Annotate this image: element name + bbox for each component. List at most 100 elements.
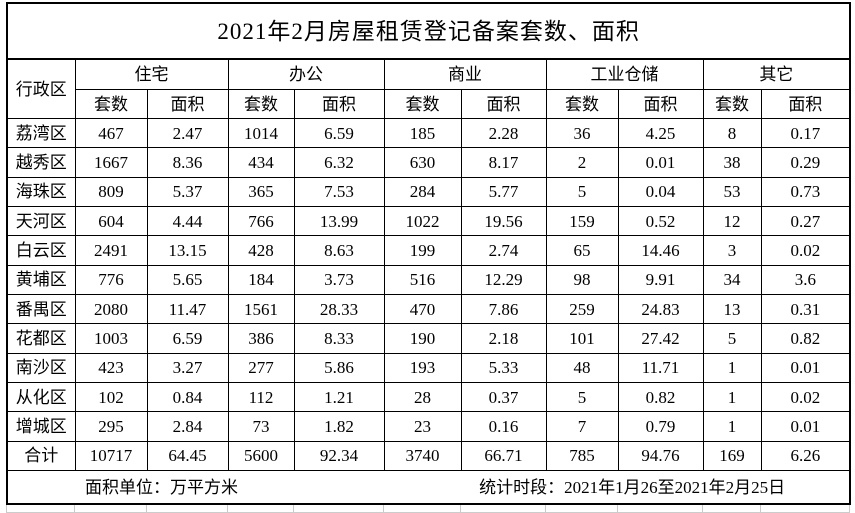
- commercial-units-cell: 516: [383, 264, 462, 295]
- footer-row: 面积单位：万平方米 统计时段：2021年1月26至2021年2月25日: [6, 470, 851, 505]
- other-units-cell: 34: [702, 264, 762, 295]
- other-units-cell: 3: [702, 235, 762, 266]
- gridline-tick: [460, 505, 461, 512]
- column-subheader: 套数: [74, 89, 148, 119]
- column-subheader: 面积: [760, 89, 851, 119]
- gridline-tick: [545, 505, 546, 512]
- gridline-tick: [849, 505, 850, 512]
- table-row: 白云区 2491 13.15 428 8.63 199 2.74 65 14.4…: [6, 235, 851, 266]
- office-area-cell: 13.99: [293, 205, 385, 237]
- office-units-cell: 386: [227, 323, 295, 354]
- residential-units-cell: 809: [74, 176, 148, 207]
- industrial-area-cell: 14.46: [617, 235, 704, 266]
- residential-units-cell: 102: [74, 381, 148, 413]
- gridline-tick: [6, 505, 7, 512]
- industrial-units-cell: 785: [545, 440, 619, 472]
- column-header-district: 行政区: [6, 58, 76, 119]
- residential-units-cell: 604: [74, 205, 148, 237]
- column-subheader: 套数: [383, 89, 462, 119]
- district-cell: 越秀区: [6, 147, 76, 178]
- office-units-cell: 277: [227, 352, 295, 383]
- commercial-units-cell: 1022: [383, 205, 462, 237]
- office-units-cell: 365: [227, 176, 295, 207]
- district-cell: 海珠区: [6, 176, 76, 207]
- office-area-cell: 1.82: [293, 411, 385, 442]
- industrial-units-cell: 5: [545, 176, 619, 207]
- column-subheader: 套数: [545, 89, 619, 119]
- other-units-cell: 8: [702, 117, 762, 149]
- area-unit-note: 面积单位：万平方米: [85, 477, 238, 497]
- other-units-cell: 13: [702, 293, 762, 325]
- gridline-tick: [617, 505, 618, 512]
- commercial-units-cell: 23: [383, 411, 462, 442]
- table-title: 2021年2月房屋租赁登记备案套数、面积: [6, 2, 851, 60]
- commercial-area-cell: 0.37: [460, 381, 547, 413]
- table-row: 黄埔区 776 5.65 184 3.73 516 12.29 98 9.91 …: [6, 264, 851, 295]
- commercial-units-cell: 193: [383, 352, 462, 383]
- column-subheader: 面积: [460, 89, 547, 119]
- other-area-cell: 0.01: [760, 352, 851, 383]
- district-cell: 从化区: [6, 381, 76, 413]
- residential-units-cell: 2491: [74, 235, 148, 266]
- residential-area-cell: 8.36: [146, 147, 229, 178]
- other-area-cell: 6.26: [760, 440, 851, 472]
- industrial-units-cell: 159: [545, 205, 619, 237]
- office-area-cell: 6.59: [293, 117, 385, 149]
- office-units-cell: 5600: [227, 440, 295, 472]
- commercial-area-cell: 12.29: [460, 264, 547, 295]
- district-cell: 天河区: [6, 205, 76, 237]
- industrial-area-cell: 0.04: [617, 176, 704, 207]
- column-subheader: 面积: [293, 89, 385, 119]
- office-units-cell: 766: [227, 205, 295, 237]
- other-units-cell: 1: [702, 381, 762, 413]
- table-row: 增城区 295 2.84 73 1.82 23 0.16 7 0.79 1 0.…: [6, 411, 851, 442]
- table-row: 合计 10717 64.45 5600 92.34 3740 66.71 785…: [6, 440, 851, 472]
- industrial-units-cell: 259: [545, 293, 619, 325]
- office-units-cell: 1014: [227, 117, 295, 149]
- office-area-cell: 3.73: [293, 264, 385, 295]
- commercial-area-cell: 7.86: [460, 293, 547, 325]
- table-row: 南沙区 423 3.27 277 5.86 193 5.33 48 11.71 …: [6, 352, 851, 383]
- table-body: 荔湾区 467 2.47 1014 6.59 185 2.28 36 4.25 …: [6, 117, 851, 505]
- commercial-area-cell: 2.28: [460, 117, 547, 149]
- column-subheader: 套数: [702, 89, 762, 119]
- office-area-cell: 1.21: [293, 381, 385, 413]
- other-area-cell: 0.02: [760, 235, 851, 266]
- district-cell: 南沙区: [6, 352, 76, 383]
- residential-area-cell: 5.37: [146, 176, 229, 207]
- residential-area-cell: 5.65: [146, 264, 229, 295]
- office-area-cell: 6.32: [293, 147, 385, 178]
- commercial-area-cell: 2.74: [460, 235, 547, 266]
- residential-area-cell: 2.47: [146, 117, 229, 149]
- commercial-area-cell: 8.17: [460, 147, 547, 178]
- column-group-header: 住宅: [74, 58, 229, 90]
- gridline-tick: [74, 505, 75, 512]
- industrial-units-cell: 7: [545, 411, 619, 442]
- residential-units-cell: 10717: [74, 440, 148, 472]
- residential-area-cell: 11.47: [146, 293, 229, 325]
- gridline-tick: [383, 505, 384, 512]
- industrial-area-cell: 0.01: [617, 147, 704, 178]
- district-cell: 花都区: [6, 323, 76, 354]
- other-units-cell: 38: [702, 147, 762, 178]
- commercial-units-cell: 3740: [383, 440, 462, 472]
- other-units-cell: 53: [702, 176, 762, 207]
- column-subheader: 套数: [227, 89, 295, 119]
- residential-units-cell: 1003: [74, 323, 148, 354]
- district-cell: 合计: [6, 440, 76, 472]
- other-units-cell: 12: [702, 205, 762, 237]
- column-subheader: 面积: [146, 89, 229, 119]
- industrial-area-cell: 4.25: [617, 117, 704, 149]
- industrial-units-cell: 65: [545, 235, 619, 266]
- table-row: 番禺区 2080 11.47 1561 28.33 470 7.86 259 2…: [6, 293, 851, 325]
- rental-registration-table: 2021年2月房屋租赁登记备案套数、面积 行政区 住宅 办公 商业 工业仓储 其…: [6, 2, 852, 505]
- commercial-area-cell: 2.18: [460, 323, 547, 354]
- column-subheader: 面积: [617, 89, 704, 119]
- column-group-header: 工业仓储: [545, 58, 704, 90]
- office-area-cell: 92.34: [293, 440, 385, 472]
- gridline-tick: [227, 505, 228, 512]
- industrial-area-cell: 0.79: [617, 411, 704, 442]
- residential-area-cell: 2.84: [146, 411, 229, 442]
- district-cell: 白云区: [6, 235, 76, 266]
- other-area-cell: 0.29: [760, 147, 851, 178]
